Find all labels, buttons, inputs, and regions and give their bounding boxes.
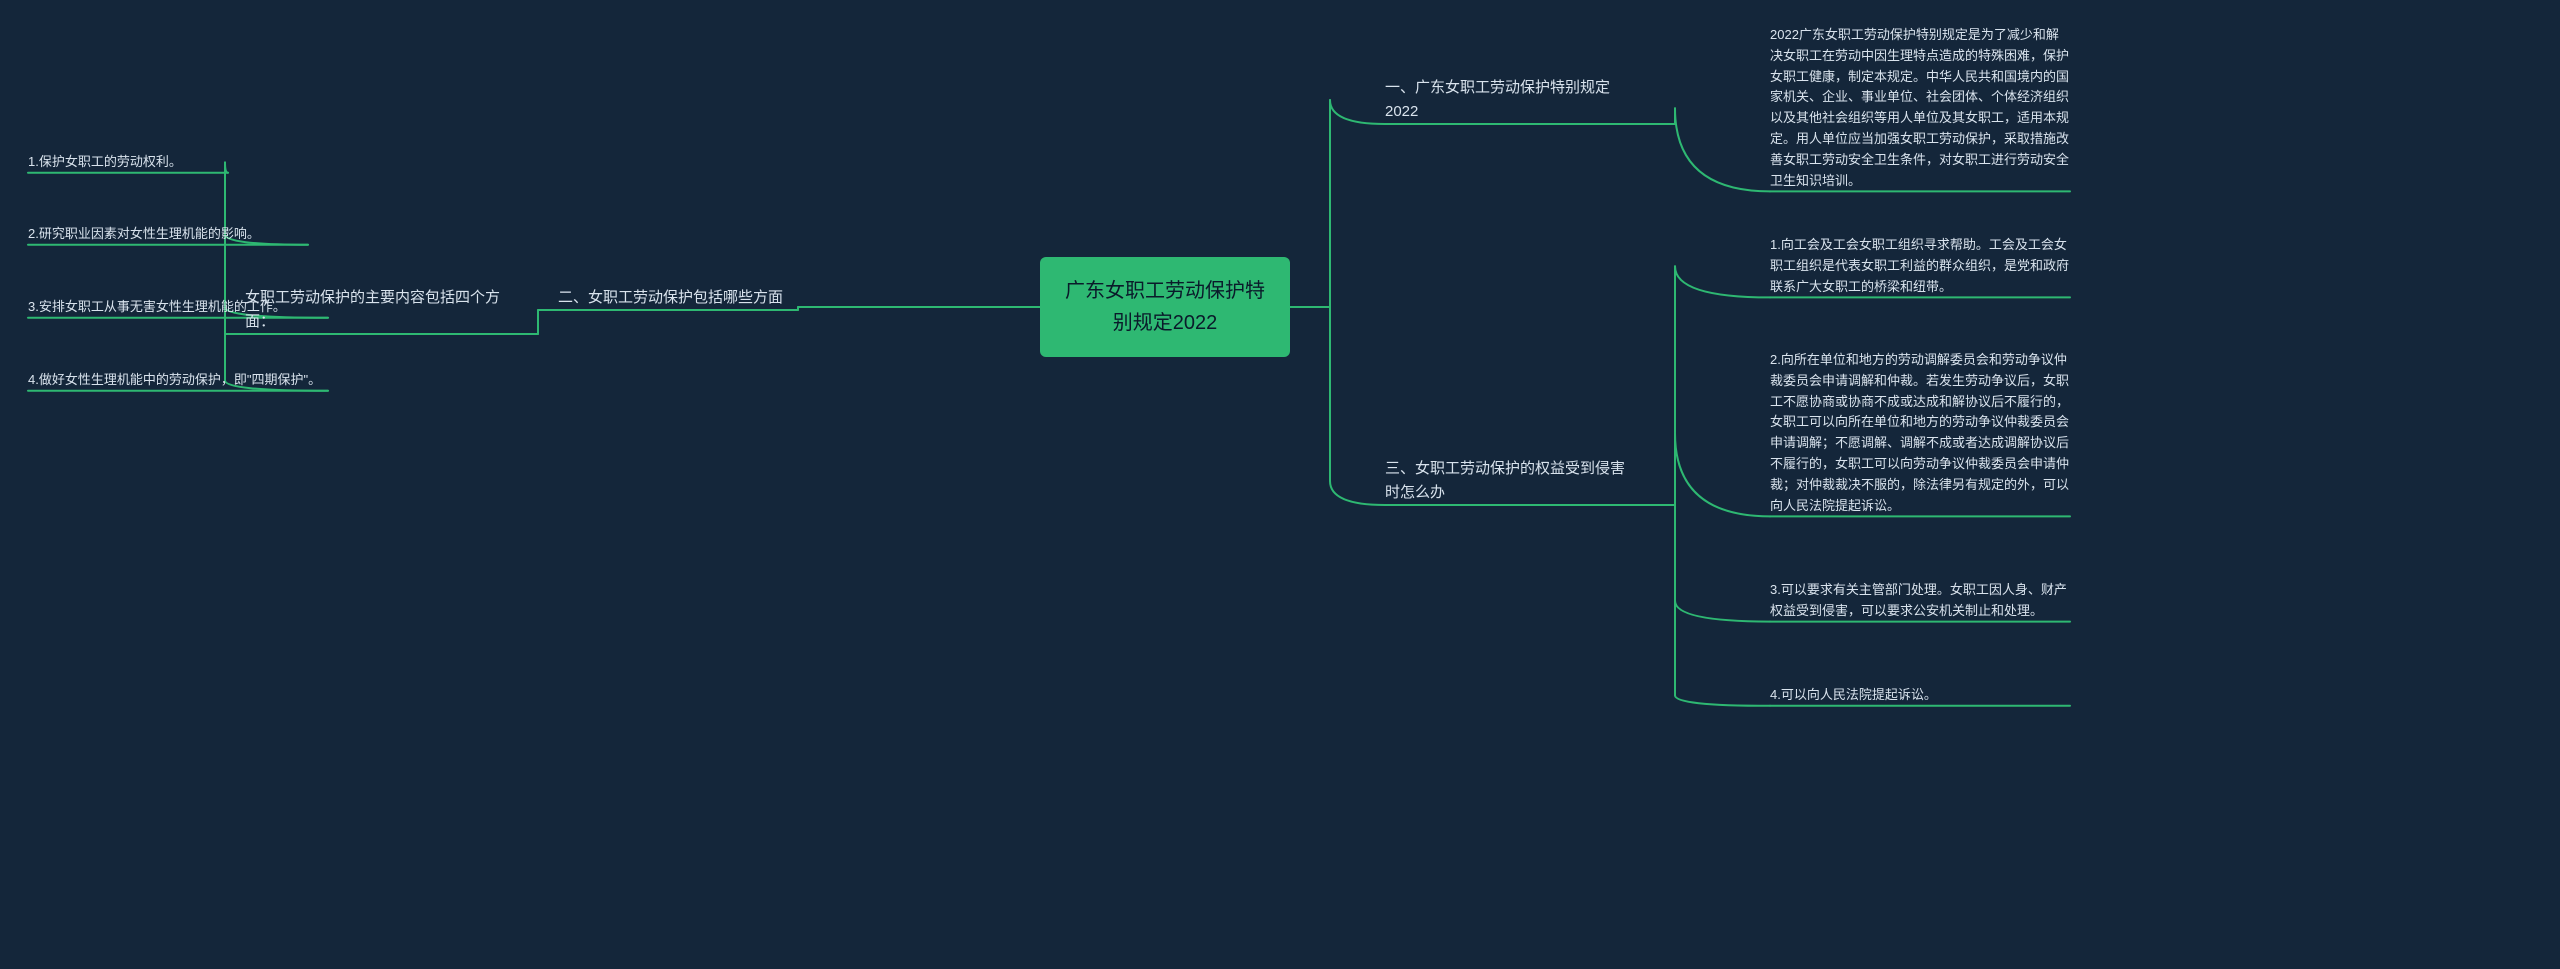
leaf-r3-1: 2.向所在单位和地方的劳动调解委员会和劳动争议仲裁委员会申请调解和仲裁。若发生劳… — [1770, 350, 2070, 516]
root-node: 广东女职工劳动保护特别规定2022 — [1040, 257, 1290, 357]
leaf-l2-1: 2.研究职业因素对女性生理机能的影响。 — [28, 224, 308, 245]
leaf-r3-0: 1.向工会及工会女职工组织寻求帮助。工会及工会女职工组织是代表女职工利益的群众组… — [1770, 235, 2070, 297]
leaf-l2-3: 4.做好女性生理机能中的劳动保护，即"四期保护"。 — [28, 370, 328, 391]
branch-r3: 三、女职工劳动保护的权益受到侵害时怎么办 — [1385, 457, 1635, 505]
leaf-r1-0: 2022广东女职工劳动保护特别规定是为了减少和解决女职工在劳动中因生理特点造成的… — [1770, 25, 2070, 191]
connector-layer — [0, 0, 2560, 969]
branch-r1: 一、广东女职工劳动保护特别规定 2022 — [1385, 76, 1635, 124]
leaf-l2-0: 1.保护女职工的劳动权利。 — [28, 152, 228, 173]
leaf-l2-2: 3.安排女职工从事无害女性生理机能的工作。 — [28, 297, 328, 318]
leaf-r3-2: 3.可以要求有关主管部门处理。女职工因人身、财产权益受到侵害，可以要求公安机关制… — [1770, 580, 2070, 622]
branch-l2: 二、女职工劳动保护包括哪些方面 — [558, 286, 798, 310]
leaf-r3-3: 4.可以向人民法院提起诉讼。 — [1770, 685, 2070, 706]
